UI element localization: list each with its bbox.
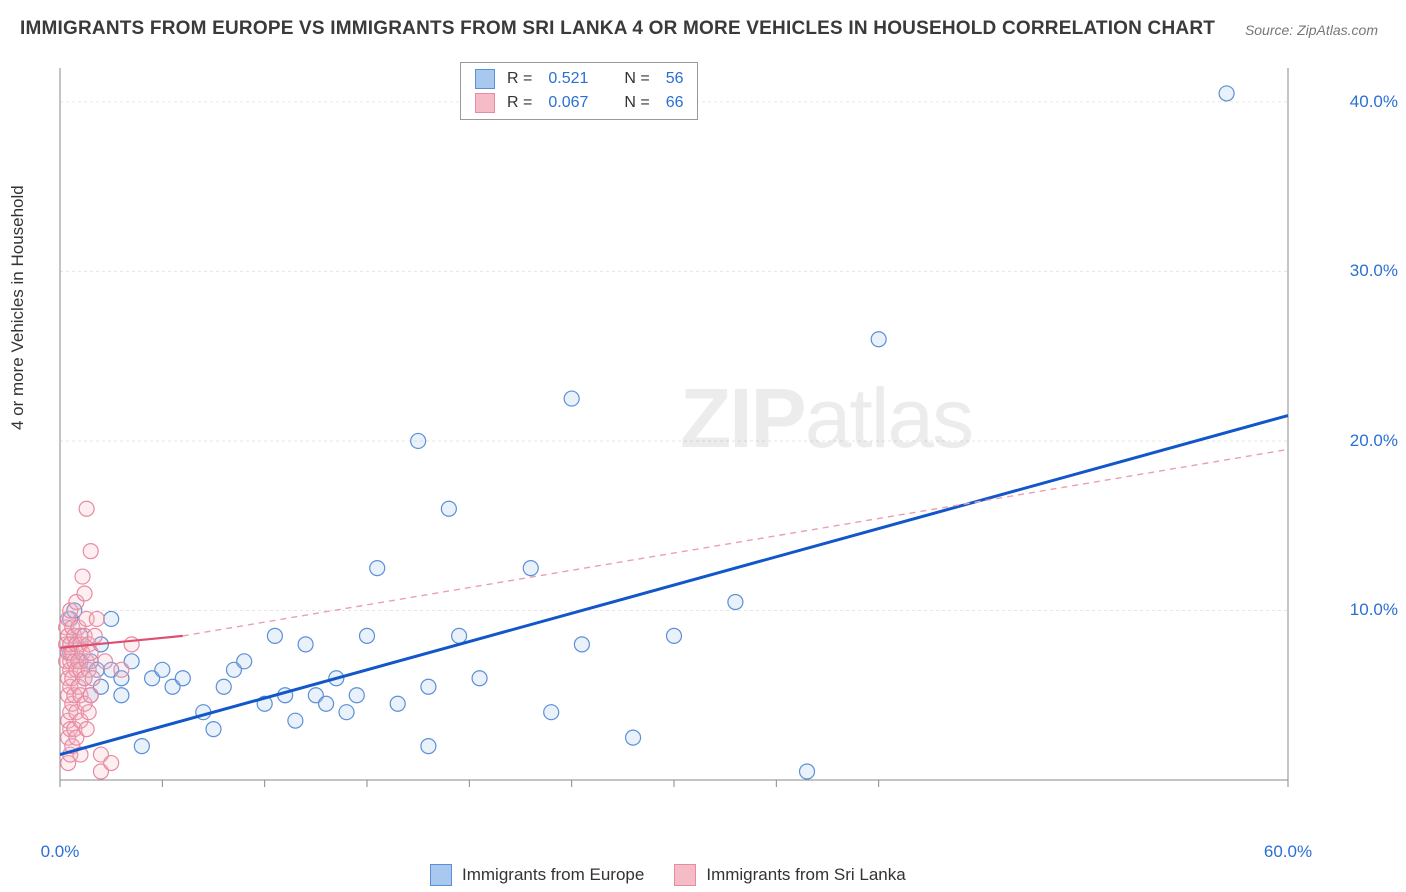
legend-stat-row: R =0.521N =56	[461, 67, 697, 91]
legend-series-label: Immigrants from Europe	[462, 865, 644, 885]
series-legend: Immigrants from Europe Immigrants from Sr…	[430, 864, 906, 886]
source-credit: Source: ZipAtlas.com	[1245, 22, 1378, 38]
legend-swatch	[475, 93, 495, 113]
legend-swatch	[430, 864, 452, 886]
legend-swatch	[674, 864, 696, 886]
y-axis-label: 4 or more Vehicles in Household	[8, 185, 28, 430]
y-tick-label: 40.0%	[1350, 92, 1398, 112]
x-tick-label: 60.0%	[1264, 842, 1312, 862]
y-tick-label: 20.0%	[1350, 431, 1398, 451]
scatter-plot	[48, 60, 1358, 820]
y-tick-label: 10.0%	[1350, 600, 1398, 620]
x-tick-label: 0.0%	[41, 842, 80, 862]
legend-series-item: Immigrants from Sri Lanka	[674, 864, 905, 886]
legend-series-label: Immigrants from Sri Lanka	[706, 865, 905, 885]
legend-stat-row: R =0.067N =66	[461, 91, 697, 115]
legend-series-item: Immigrants from Europe	[430, 864, 644, 886]
legend-swatch	[475, 69, 495, 89]
y-tick-label: 30.0%	[1350, 261, 1398, 281]
chart-title: IMMIGRANTS FROM EUROPE VS IMMIGRANTS FRO…	[20, 18, 1215, 40]
correlation-legend: R =0.521N =56R =0.067N =66	[460, 62, 698, 120]
